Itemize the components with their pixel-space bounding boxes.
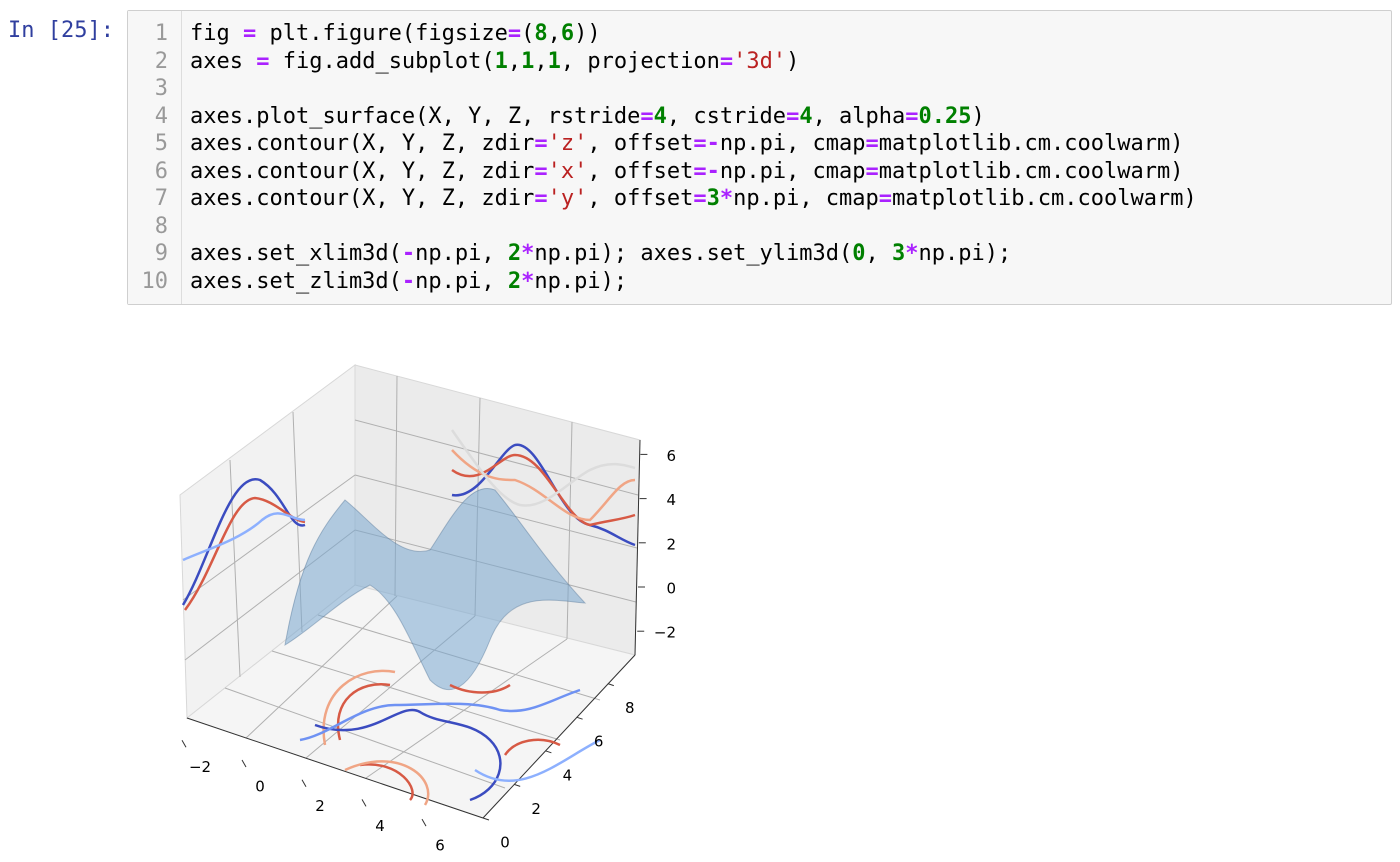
y-tick-label: 0: [500, 834, 510, 852]
line-number: 7: [154, 186, 168, 211]
line-number: 9: [154, 241, 168, 266]
z-tick-label: −2: [654, 624, 676, 642]
code-line: axes.set_xlim3d(-np.pi, 2*np.pi); axes.s…: [190, 241, 1012, 266]
x-tick: [181, 740, 187, 748]
x-tick-label: 6: [435, 837, 445, 855]
z-tick-label: 2: [666, 535, 676, 553]
code-line: axes.set_zlim3d(-np.pi, 2*np.pi);: [190, 268, 628, 294]
y-tick: [482, 817, 490, 821]
contours: [181, 429, 636, 806]
z-tick-label: 0: [666, 580, 676, 598]
line-number: 8: [154, 213, 168, 239]
y-tick: [607, 683, 614, 687]
surface: [284, 487, 587, 690]
code-line: axes = fig.add_subplot(1,1,1, projection…: [190, 48, 800, 74]
y-tick-label: 2: [531, 800, 541, 818]
x-tick-label: −2: [189, 758, 211, 776]
code-line: axes.contour(X, Y, Z, zdir='z', offset=-…: [190, 131, 1184, 156]
line-number: 5: [154, 131, 168, 156]
y-tick-label: 4: [563, 766, 573, 784]
code-cell[interactable]: 1 2 3 4 5 6 7 8 9 10 fig = plt.figure(figsize=(8,6…: [127, 10, 1392, 305]
y-tick: [576, 716, 583, 720]
y-tick-label: 6: [594, 733, 604, 751]
line-number: 1: [154, 21, 168, 46]
z-tick-label: 6: [666, 447, 676, 465]
z-tick-label: 4: [666, 491, 676, 509]
x-tick: [241, 759, 247, 768]
line-number: 3: [154, 76, 168, 101]
line-number: 4: [154, 103, 168, 129]
line-number: 10: [141, 268, 169, 294]
line-number: 2: [154, 48, 168, 74]
x-tick: [421, 818, 427, 827]
code-line: axes.contour(X, Y, Z, zdir='x', offset=-…: [190, 158, 1184, 184]
y-tick-label: 8: [625, 699, 635, 717]
x-tick-label: 2: [315, 797, 325, 815]
code-line: axes.plot_surface(X, Y, Z, rstride=4, cs…: [190, 103, 985, 129]
y-tick: [545, 750, 552, 754]
x-tick-label: 0: [255, 778, 265, 796]
input-prompt: In [25]:: [8, 18, 114, 43]
x-tick: [301, 779, 307, 787]
code-line: axes.contour(X, Y, Z, zdir='y', offset=3…: [190, 186, 1197, 211]
x-tick-label: 4: [375, 817, 385, 835]
code-line: fig = plt.figure(figsize=(8,6)): [190, 21, 601, 46]
line-number: 6: [154, 158, 168, 184]
gutter: 1 2 3 4 5 6 7 8 9 10: [128, 11, 182, 304]
y-tick: [514, 783, 521, 787]
x-tick: [361, 799, 367, 807]
